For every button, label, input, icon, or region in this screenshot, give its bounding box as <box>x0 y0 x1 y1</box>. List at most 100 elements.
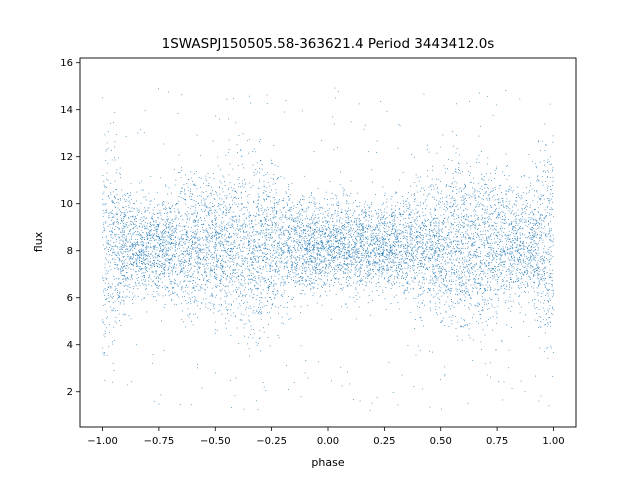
data-point <box>520 220 521 222</box>
data-point <box>487 280 489 282</box>
data-point <box>336 228 338 230</box>
data-point <box>175 204 177 206</box>
data-point <box>274 250 276 252</box>
data-point <box>372 232 374 234</box>
data-point <box>110 234 111 236</box>
data-point <box>105 257 106 259</box>
data-point <box>116 292 118 293</box>
data-point <box>411 154 413 155</box>
data-point <box>372 215 374 217</box>
data-point <box>270 162 272 164</box>
data-point <box>259 265 261 267</box>
data-point <box>512 270 514 272</box>
data-point <box>302 262 304 264</box>
data-point <box>460 290 462 292</box>
data-point <box>312 237 314 239</box>
data-point <box>487 273 489 274</box>
data-point <box>429 222 431 224</box>
data-point <box>373 260 375 262</box>
data-point <box>429 231 430 233</box>
data-point <box>219 280 220 281</box>
data-point <box>197 221 199 223</box>
data-point <box>124 223 126 225</box>
data-point <box>245 231 247 233</box>
data-point <box>401 276 403 278</box>
data-point <box>258 275 260 276</box>
data-point <box>478 311 480 313</box>
data-point <box>121 219 123 221</box>
data-point <box>463 217 465 219</box>
data-point <box>524 218 526 220</box>
data-point <box>356 299 358 300</box>
data-point <box>269 286 271 288</box>
data-point <box>128 284 130 285</box>
data-point <box>138 234 140 236</box>
data-point <box>310 246 312 248</box>
data-point <box>205 267 207 269</box>
data-point <box>458 163 460 164</box>
data-point <box>154 252 156 254</box>
data-point <box>422 251 424 253</box>
data-point <box>438 264 439 266</box>
data-point <box>249 217 251 218</box>
data-point <box>553 238 554 240</box>
data-point <box>404 289 406 291</box>
data-point <box>242 251 244 252</box>
data-point <box>194 285 196 287</box>
data-point <box>425 244 426 246</box>
data-point <box>399 224 400 226</box>
data-point <box>349 254 351 255</box>
data-point <box>553 289 554 291</box>
data-point <box>383 251 385 252</box>
data-point <box>288 276 290 277</box>
data-point <box>430 208 431 210</box>
data-point <box>322 256 324 258</box>
data-point <box>463 227 465 229</box>
data-point <box>551 277 553 279</box>
data-point <box>403 200 405 202</box>
data-point <box>347 223 349 225</box>
data-point <box>269 345 271 347</box>
data-point <box>304 248 305 249</box>
data-point <box>435 222 437 224</box>
data-point <box>321 248 323 250</box>
data-point <box>391 196 393 197</box>
data-point <box>158 238 160 240</box>
data-point <box>389 235 391 237</box>
data-point <box>525 187 527 188</box>
data-point <box>496 256 498 258</box>
data-point <box>309 263 311 265</box>
data-point <box>313 246 315 248</box>
data-point <box>408 202 410 204</box>
data-point <box>104 352 106 354</box>
data-point <box>341 256 343 258</box>
data-point <box>222 234 223 236</box>
data-point <box>383 202 384 204</box>
data-point <box>469 270 470 272</box>
data-point <box>275 263 276 264</box>
data-point <box>433 225 435 227</box>
data-point <box>219 243 221 245</box>
data-point <box>531 265 533 267</box>
data-point <box>186 232 188 234</box>
data-point <box>308 243 309 245</box>
data-point <box>483 176 485 177</box>
data-point <box>324 274 325 276</box>
data-point <box>174 184 176 186</box>
data-point <box>500 184 502 186</box>
data-point <box>520 240 522 242</box>
data-point <box>323 232 325 234</box>
data-point <box>364 211 366 212</box>
data-point <box>474 280 476 282</box>
data-point <box>390 221 392 223</box>
data-point <box>299 241 301 243</box>
data-point <box>229 251 231 252</box>
data-point <box>328 254 330 256</box>
data-point <box>284 289 286 291</box>
data-point <box>327 235 328 237</box>
data-point <box>345 273 347 274</box>
data-point <box>214 199 216 201</box>
data-point <box>197 220 199 222</box>
data-point <box>530 217 532 219</box>
data-point <box>313 279 315 281</box>
